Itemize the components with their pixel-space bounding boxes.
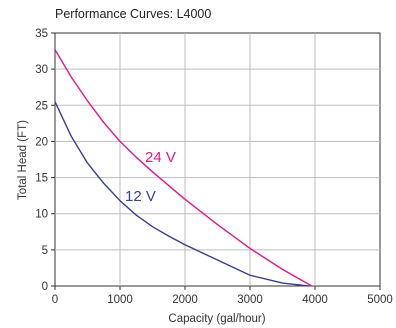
series-label-12v: 12 V — [125, 188, 156, 205]
series-lines — [54, 49, 313, 287]
series-line-12v — [54, 101, 309, 287]
y-tick-label-30: 30 — [35, 64, 48, 76]
y-axis-label: Total Head (FT) — [17, 120, 29, 200]
x-tick-labels: 0 1000 2000 3000 4000 5000 — [52, 286, 393, 306]
series-line-24v — [54, 49, 313, 287]
x-tick-label-4000: 4000 — [302, 294, 328, 306]
x-axis-label: Capacity (gal/hour) — [168, 313, 265, 325]
x-tick-label-0: 0 — [52, 294, 58, 306]
y-tick-label-15: 15 — [35, 173, 48, 185]
y-tick-label-5: 5 — [42, 245, 48, 257]
grid-lines — [55, 33, 380, 286]
series-labels: 24 V 12 V — [125, 149, 176, 205]
y-tick-labels: 0 5 10 15 20 25 30 35 — [35, 28, 55, 293]
x-tick-label-5000: 5000 — [367, 294, 393, 306]
series-label-24v: 24 V — [145, 149, 176, 166]
y-tick-label-0: 0 — [42, 281, 48, 293]
y-tick-label-10: 10 — [35, 209, 48, 221]
x-tick-label-1000: 1000 — [107, 294, 133, 306]
y-tick-label-25: 25 — [35, 100, 48, 112]
plot-area — [54, 32, 381, 287]
x-tick-label-2000: 2000 — [172, 294, 198, 306]
chart-title: Performance Curves: L4000 — [55, 7, 211, 21]
x-tick-label-3000: 3000 — [237, 294, 263, 306]
y-tick-label-20: 20 — [35, 136, 48, 148]
y-tick-label-35: 35 — [35, 28, 48, 40]
